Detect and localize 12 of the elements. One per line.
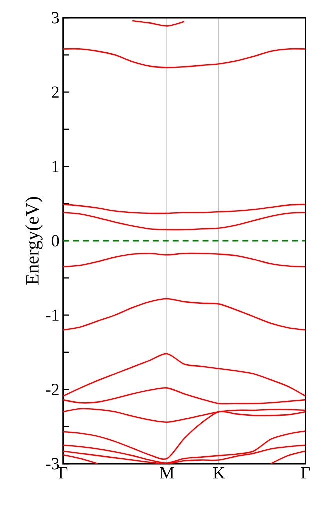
y-tick-label: 1 [52, 161, 59, 172]
x-tick-label: K [214, 468, 226, 479]
y-tick-label: -2 [46, 384, 59, 396]
y-tick-label: -1 [46, 310, 59, 321]
y-tick-label: -3 [46, 458, 60, 470]
y-tick-label: 3 [52, 12, 60, 24]
y-tick-label: 2 [52, 86, 59, 98]
y-axis-title: Energy(eV) [26, 197, 43, 285]
x-tick-label: M [160, 468, 174, 479]
y-tick-label: 0 [52, 235, 60, 247]
x-tick-label: Γ [301, 468, 310, 479]
x-tick-label: Γ [58, 468, 68, 479]
